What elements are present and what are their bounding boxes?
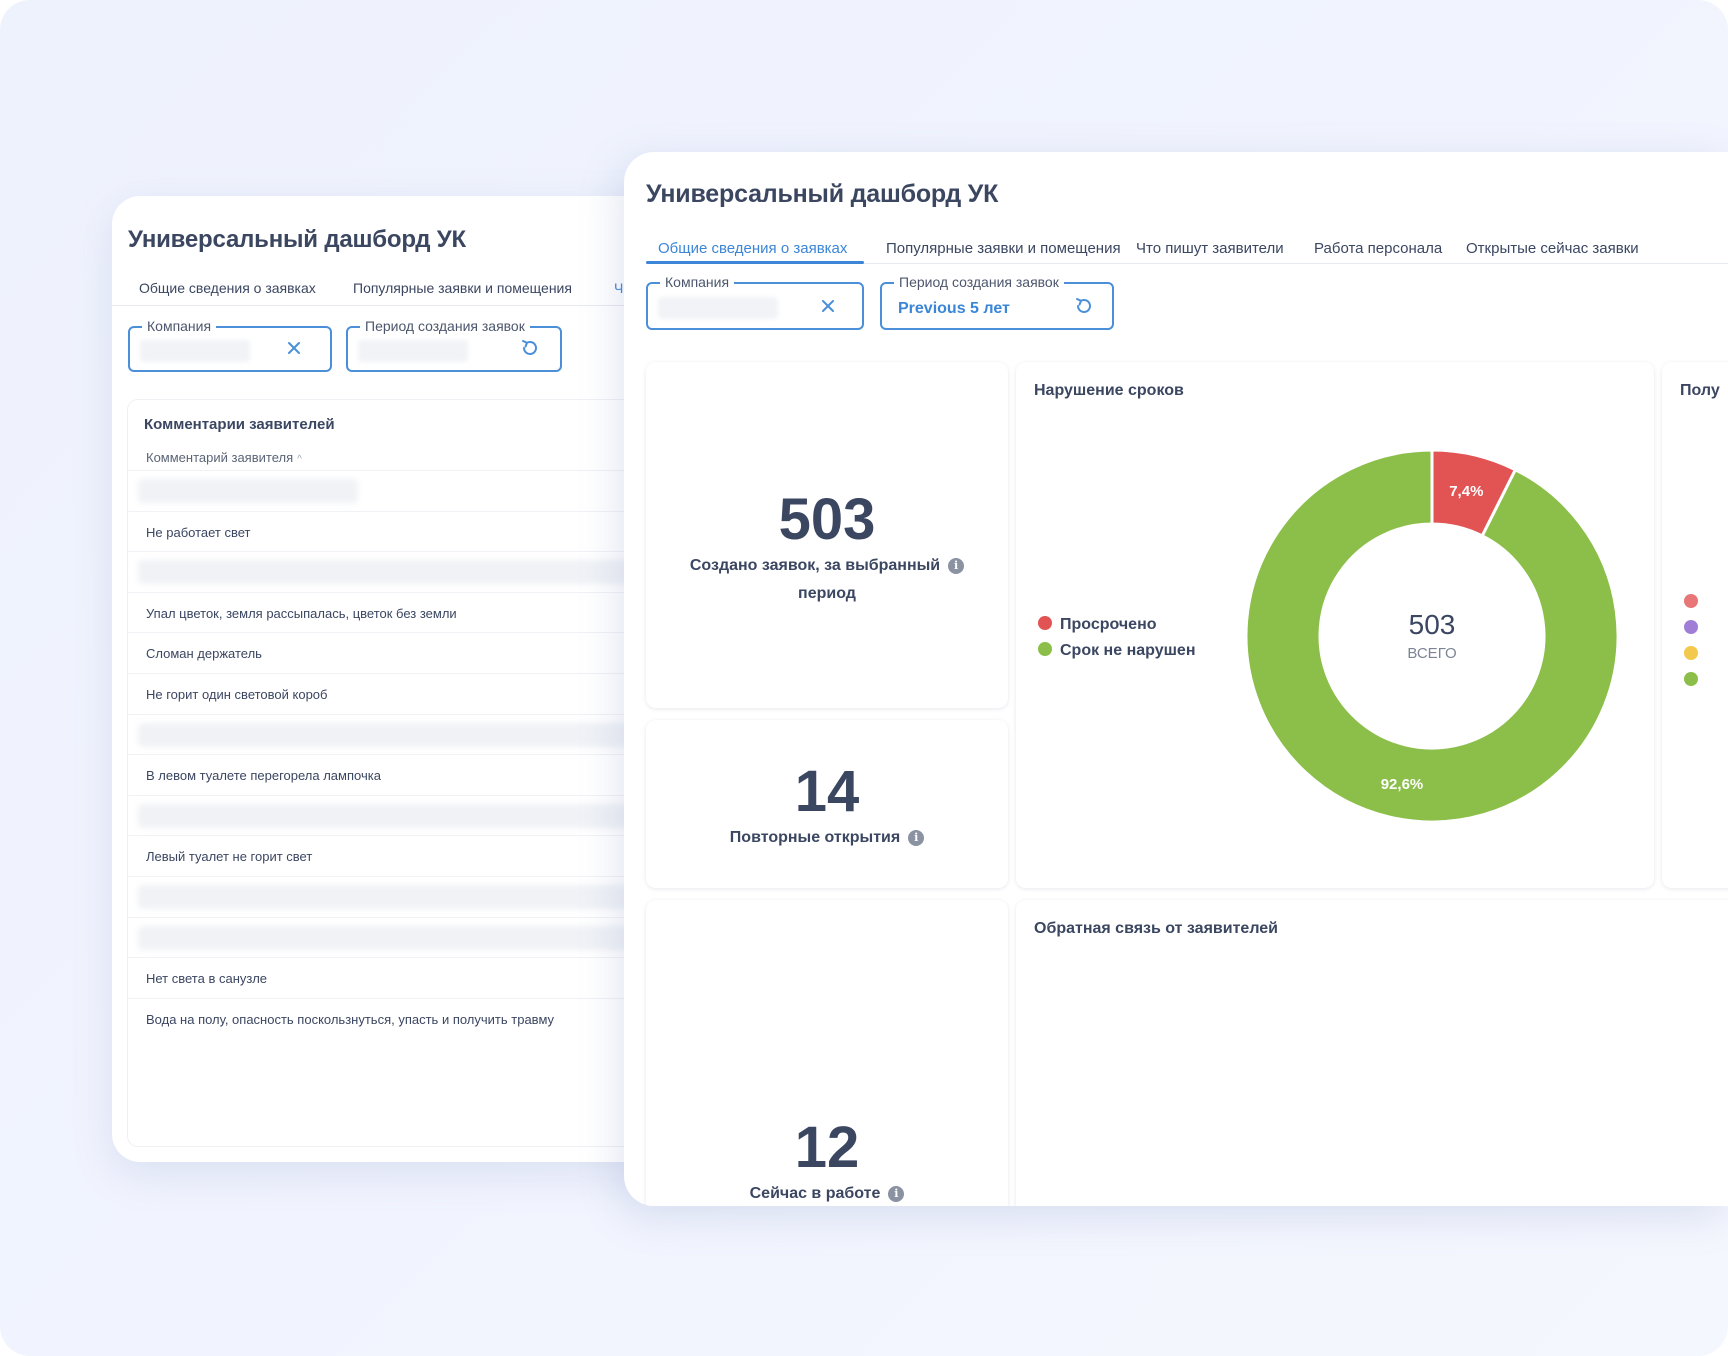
tab-bar: Общие сведения о заявках Популярные заяв… xyxy=(646,234,1728,264)
kpi-value: 503 xyxy=(778,487,876,552)
comment-text: Левый туалет не горит свет xyxy=(146,849,313,865)
company-filter-value xyxy=(140,340,250,362)
legend-dot xyxy=(1038,642,1052,656)
period-filter-value xyxy=(358,340,468,362)
donut-slice-label: 92,6% xyxy=(1381,776,1424,793)
donut-slice-label: 7,4% xyxy=(1449,483,1483,500)
tab-staff-work[interactable]: Работа персонала xyxy=(1314,240,1443,257)
table-row[interactable]: Упал цветок, земля рассыпалась, цветок б… xyxy=(128,591,752,632)
company-filter-label: Компания xyxy=(660,274,735,290)
table-row[interactable]: Не работает свет xyxy=(128,510,752,551)
tab-general[interactable]: Общие сведения о заявках xyxy=(658,240,848,257)
donut-total-label: ВСЕГО xyxy=(1407,645,1456,662)
donut-chart: 7,4% 92,6% 503 ВСЕГО xyxy=(1244,448,1620,824)
active-tab-indicator xyxy=(646,261,864,264)
comment-text: В левом туалете перегорела лампочка xyxy=(146,768,381,784)
comment-text: Упал цветок, земля рассыпалась, цветок б… xyxy=(146,605,457,621)
legend-dot xyxy=(1038,616,1052,630)
company-filter-value xyxy=(658,297,778,319)
kpi-created-requests: 503 Создано заявок, за выбранный i период xyxy=(646,362,1008,708)
page-title: Универсальный дашборд УК xyxy=(646,180,999,208)
front-dashboard-card: Универсальный дашборд УК Общие сведения … xyxy=(624,152,1728,1206)
right-panel: Полу xyxy=(1662,362,1728,888)
table-row[interactable]: В левом туалете перегорела лампочка xyxy=(128,754,752,794)
info-icon[interactable]: i xyxy=(948,558,965,574)
tab-what-applicants-write[interactable]: Ч xyxy=(614,280,624,296)
panel-title: Нарушение сроков xyxy=(1034,382,1184,399)
panel-title: Обратная связь от заявителей xyxy=(1034,920,1278,937)
sort-asc-icon[interactable]: ^ xyxy=(297,454,302,465)
comments-column-header[interactable]: Комментарий заявителя ^ xyxy=(146,450,302,465)
company-filter[interactable]: Компания xyxy=(646,274,864,330)
period-filter-value: Previous 5 лет xyxy=(898,300,1010,317)
period-filter-label: Период создания заявок xyxy=(894,274,1064,290)
panel-title: Полу xyxy=(1680,382,1720,399)
legend-overdue[interactable]: Просрочено xyxy=(1038,616,1157,634)
comment-text: Не работает свет xyxy=(146,524,251,540)
table-row[interactable] xyxy=(128,470,752,510)
company-filter-label: Компания xyxy=(142,318,217,334)
comment-text: Вода на полу, опасность поскользнуться, … xyxy=(146,1011,555,1027)
period-filter[interactable]: Период создания заявок Previous 5 лет xyxy=(880,274,1114,330)
legend-on-time[interactable]: Срок не нарушен xyxy=(1038,642,1195,660)
kpi-label: Сейчас в работе i xyxy=(646,1180,1008,1206)
kpi-value: 14 xyxy=(794,759,860,824)
reset-icon[interactable] xyxy=(520,338,540,358)
kpi-label: Создано заявок, за выбранный i период xyxy=(646,552,1008,608)
legend-dot xyxy=(1684,672,1698,686)
tab-popular[interactable]: Популярные заявки и помещения xyxy=(886,240,1121,257)
period-filter[interactable]: Период создания заявок xyxy=(346,318,562,372)
period-filter-label: Период создания заявок xyxy=(360,318,530,334)
info-icon[interactable]: i xyxy=(888,1186,905,1202)
close-icon[interactable] xyxy=(818,296,838,316)
tab-general[interactable]: Общие сведения о заявках xyxy=(139,280,316,296)
donut-total-value: 503 xyxy=(1409,609,1456,640)
comment-text: Нет света в санузле xyxy=(146,971,268,987)
legend-dot xyxy=(1684,646,1698,660)
close-icon[interactable] xyxy=(284,338,304,358)
page-title: Универсальный дашборд УК xyxy=(128,226,466,253)
table-row[interactable]: Не горит один световой короб xyxy=(128,673,752,713)
table-row[interactable]: Вода на полу, опасность поскользнуться, … xyxy=(128,997,752,1038)
reset-icon[interactable] xyxy=(1074,296,1094,316)
deadline-violation-panel: Нарушение сроков Просрочено Срок не нару… xyxy=(1016,362,1654,888)
comment-text: Сломан держатель xyxy=(146,646,262,662)
kpi-reopened: 14 Повторные открытия i xyxy=(646,720,1008,888)
legend-dot xyxy=(1684,620,1698,634)
blurred-comment xyxy=(138,479,358,503)
feedback-panel: Обратная связь от заявителей xyxy=(1016,900,1728,1206)
tab-popular[interactable]: Популярные заявки и помещения xyxy=(353,280,572,296)
kpi-in-progress: 12 Сейчас в работе i xyxy=(646,900,1008,1206)
donut-slice-1[interactable] xyxy=(1244,448,1620,824)
kpi-label: Повторные открытия i xyxy=(646,824,1008,852)
comments-title: Комментарии заявителей xyxy=(144,416,335,433)
table-row[interactable]: Сломан держатель xyxy=(128,632,752,672)
kpi-value: 12 xyxy=(794,1115,860,1180)
table-row[interactable]: Левый туалет не горит свет xyxy=(128,835,752,875)
tab-open-requests[interactable]: Открытые сейчас заявки xyxy=(1466,240,1639,257)
legend-dot xyxy=(1684,594,1698,608)
company-filter[interactable]: Компания xyxy=(128,318,332,372)
tab-what-applicants-write[interactable]: Что пишут заявители xyxy=(1136,240,1284,257)
comment-text: Не горит один световой короб xyxy=(146,687,328,702)
info-icon[interactable]: i xyxy=(908,830,925,846)
tab-bar: Общие сведения о заявках Популярные заяв… xyxy=(112,280,752,306)
table-row[interactable]: Нет света в санузле xyxy=(128,957,752,997)
